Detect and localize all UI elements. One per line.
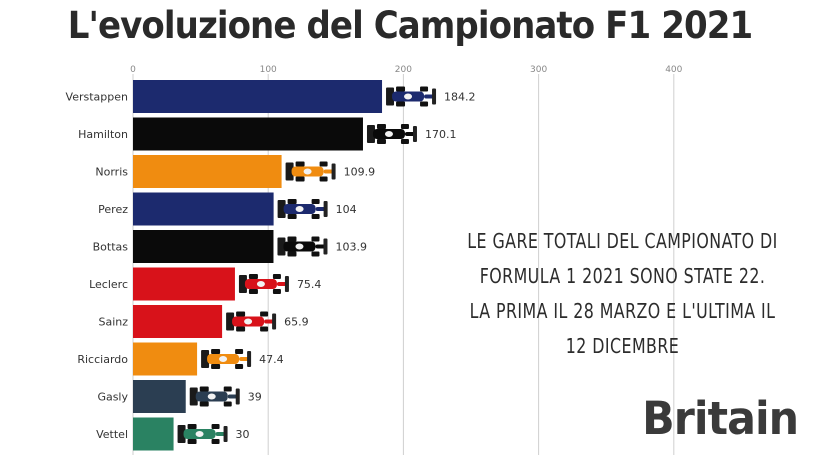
category-label: Leclerc <box>89 278 128 291</box>
mclaren-car-icon <box>285 161 336 182</box>
watermark-text: Britain <box>642 392 799 445</box>
value-label: 104 <box>336 203 357 216</box>
astonmartin-car-icon <box>177 424 228 444</box>
note-line: 12 DICEMBRE <box>565 334 680 358</box>
value-label: 109.9 <box>344 166 376 179</box>
category-label: Perez <box>98 203 128 216</box>
value-label: 30 <box>236 428 250 441</box>
x-tick-label: 300 <box>530 65 547 75</box>
value-label: 47.4 <box>259 353 284 366</box>
bar <box>133 230 274 263</box>
bar <box>133 80 383 113</box>
bar <box>133 417 174 451</box>
bar <box>133 380 186 413</box>
chart-title: L'evoluzione del Campionato F1 2021 <box>67 4 754 47</box>
value-label: 65.9 <box>284 316 309 329</box>
x-tick-label: 100 <box>260 65 277 75</box>
mclaren-car-icon <box>201 349 252 369</box>
category-label: Norris <box>95 166 128 179</box>
bar <box>133 117 363 151</box>
ferrari-car-icon <box>226 311 277 332</box>
bar <box>133 155 282 188</box>
x-tick-label: 400 <box>665 65 682 75</box>
mercedes-car-icon <box>277 236 328 257</box>
value-label: 103.9 <box>335 241 367 254</box>
bar <box>133 192 274 226</box>
bar <box>133 305 223 338</box>
category-label: Sainz <box>98 316 128 329</box>
value-label: 170.1 <box>425 128 457 141</box>
category-label: Bottas <box>93 241 129 254</box>
info-note: LE GARE TOTALI DEL CAMPIONATO DI FORMULA… <box>462 224 783 364</box>
note-line: LA PRIMA IL 28 MARZO E L'ULTIMA IL <box>469 299 776 323</box>
bar <box>133 342 198 376</box>
category-label: Ricciardo <box>77 353 128 366</box>
category-label: Vettel <box>96 428 128 441</box>
mercedes-car-icon <box>366 124 417 144</box>
x-tick-label: 0 <box>130 65 136 75</box>
bar <box>133 267 235 301</box>
alphatauri-car-icon <box>189 386 240 407</box>
value-label: 75.4 <box>297 278 322 291</box>
category-label: Verstappen <box>66 91 128 104</box>
x-tick-label: 200 <box>395 65 412 75</box>
redbull-car-icon <box>386 86 437 107</box>
value-label: 184.2 <box>444 91 476 104</box>
note-line: FORMULA 1 2021 SONO STATE 22. <box>479 264 766 288</box>
note-line: LE GARE TOTALI DEL CAMPIONATO DI <box>467 229 778 253</box>
category-label: Gasly <box>97 391 128 404</box>
value-label: 39 <box>248 391 262 404</box>
ferrari-car-icon <box>238 274 289 294</box>
redbull-car-icon <box>277 199 328 219</box>
category-label: Hamilton <box>78 128 128 141</box>
